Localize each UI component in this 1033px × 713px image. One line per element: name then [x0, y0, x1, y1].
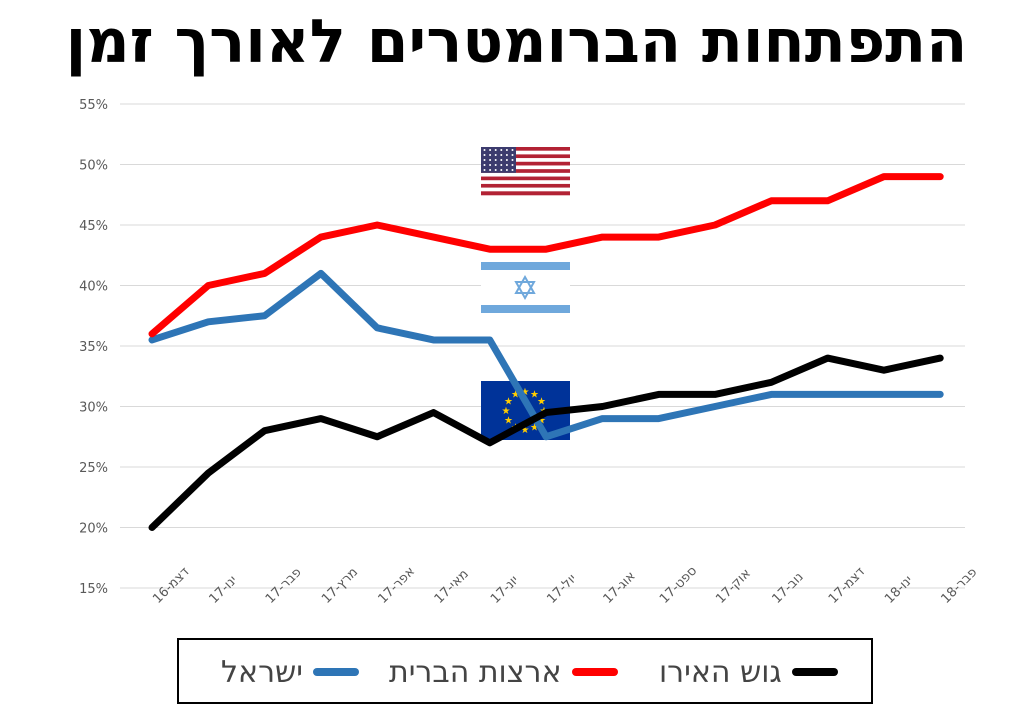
svg-text:★: ★: [521, 425, 530, 436]
series-line-usa: [148, 173, 944, 338]
x-tick-label: יונ-17: [488, 573, 522, 607]
svg-text:★: ★: [521, 387, 530, 398]
legend-item-eurozone: גוש האירו: [659, 650, 838, 694]
israel-flag-icon: [481, 261, 570, 318]
x-tick-label: ספט-17: [657, 564, 700, 607]
series-line-eurozone: [148, 354, 944, 531]
legend-item-usa: ארצות הברית: [389, 650, 618, 694]
chart-title: התפתחות הברומטרים לאורך זמן: [65, 7, 968, 77]
series-lines: [148, 173, 944, 531]
legend-swatch-eurozone: [791, 668, 838, 676]
y-tick-label: 30%: [79, 401, 108, 416]
x-tick-label: ינו-18: [882, 573, 916, 607]
x-tick-label: יול-17: [544, 571, 579, 606]
legend-swatch-usa: [571, 668, 618, 676]
svg-text:★: ★: [537, 397, 546, 408]
y-tick-label: 50%: [79, 159, 108, 174]
x-axis-ticks: דצמ-16 ינו-17 פבר-17 מרץ-17 אפר-17 מאי-17 יונ-…: [150, 564, 980, 607]
svg-text:★: ★: [502, 406, 511, 417]
y-tick-label: 15%: [79, 582, 108, 597]
y-tick-label: 55%: [79, 98, 108, 113]
y-tick-label: 40%: [79, 280, 108, 295]
x-tick-label: פבר-18: [938, 565, 980, 607]
x-tick-label: ינו-17: [207, 573, 241, 607]
y-axis-ticks: 15% 20% 25% 30% 35% 40% 45% 50% 55%: [79, 98, 108, 597]
legend-swatch-israel: [313, 668, 360, 676]
legend: ישראל ארצות הברית גוש האירו: [177, 638, 873, 704]
series-line-israel: [148, 269, 944, 441]
x-tick-label: פבר-17: [263, 565, 305, 607]
y-tick-label: 35%: [79, 340, 108, 355]
y-tick-label: 45%: [79, 219, 108, 234]
svg-text:★: ★: [537, 416, 546, 427]
svg-text:★: ★: [530, 422, 539, 433]
legend-label-usa: ארצות הברית: [389, 654, 562, 690]
x-tick-label: אפר-17: [375, 564, 418, 607]
x-tick-label: דצמ-16: [150, 564, 192, 606]
x-tick-label: דצמ-17: [826, 564, 868, 606]
x-tick-label: אוק-17: [713, 566, 754, 607]
y-tick-label: 25%: [79, 461, 108, 476]
legend-label-israel: ישראל: [221, 654, 304, 690]
svg-text:★: ★: [504, 416, 513, 427]
svg-text:★: ★: [511, 390, 520, 401]
x-tick-label: מאי-17: [432, 567, 472, 607]
us-flag-icon: [481, 147, 570, 196]
x-tick-label: מרץ-17: [319, 565, 361, 607]
legend-label-eurozone: גוש האירו: [659, 654, 782, 690]
svg-text:★: ★: [530, 390, 539, 401]
y-tick-label: 20%: [79, 522, 108, 537]
legend-item-israel: ישראל: [221, 650, 360, 694]
svg-text:★: ★: [504, 397, 513, 408]
